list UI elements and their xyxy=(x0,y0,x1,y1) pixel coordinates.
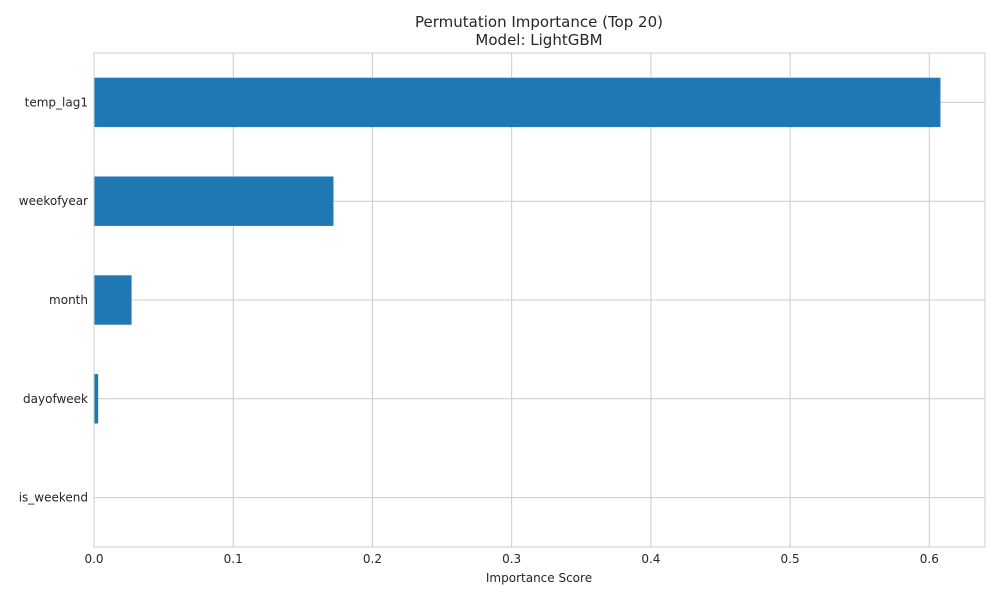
y-tick-label: weekofyear xyxy=(19,194,88,208)
chart-title: Permutation Importance (Top 20) xyxy=(415,13,663,31)
bars xyxy=(94,77,941,424)
x-tick-label: 0.5 xyxy=(781,552,800,566)
bar-month xyxy=(94,275,132,325)
x-tick-label: 0.2 xyxy=(363,552,382,566)
y-tick-label: temp_lag1 xyxy=(25,95,88,109)
gridlines xyxy=(93,53,985,547)
x-tick-label: 0.0 xyxy=(84,552,103,566)
x-tick-labels: 0.0 0.1 0.2 0.3 0.4 0.5 0.6 xyxy=(84,552,938,566)
x-tick-label: 0.4 xyxy=(641,552,660,566)
x-tick-label: 0.3 xyxy=(502,552,521,566)
chart-subtitle: Model: LightGBM xyxy=(475,31,602,49)
bar-weekofyear xyxy=(94,176,334,226)
y-tick-label: month xyxy=(49,293,88,307)
y-tick-label: dayofweek xyxy=(23,392,88,406)
plot-frame xyxy=(93,52,986,548)
y-tick-label: is_weekend xyxy=(19,491,88,505)
y-tick-labels: temp_lag1 weekofyear month dayofweek is_week… xyxy=(19,95,88,504)
bar-dayofweek xyxy=(94,374,99,424)
x-tick-label: 0.6 xyxy=(920,552,939,566)
bar-temp_lag1 xyxy=(94,77,941,128)
x-axis-label: Importance Score xyxy=(486,571,592,585)
x-tick-label: 0.1 xyxy=(224,552,243,566)
